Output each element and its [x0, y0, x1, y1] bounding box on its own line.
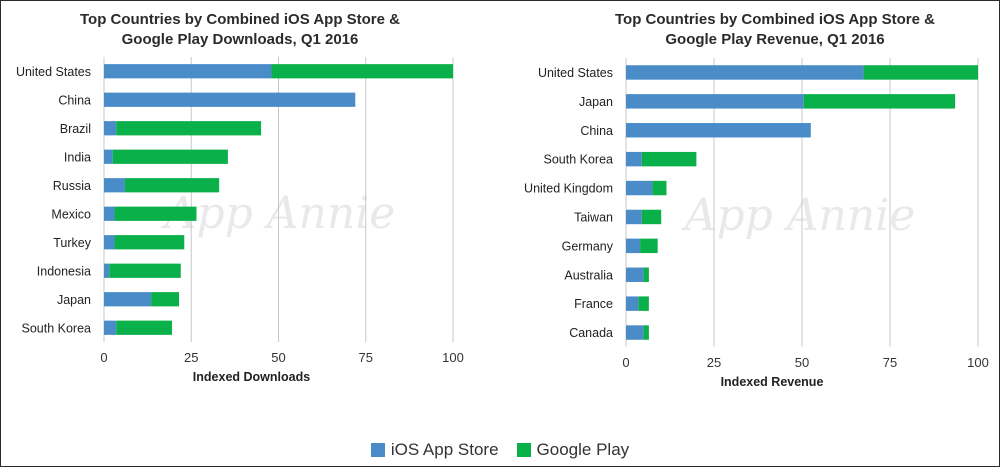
downloads-category-label: Turkey	[53, 236, 91, 250]
downloads-bar-google-play	[271, 64, 453, 79]
revenue-bar-ios	[626, 267, 644, 282]
revenue-bar-google-play	[863, 65, 978, 80]
revenue-x-tick-label: 75	[883, 355, 897, 370]
downloads-bar-google-play	[114, 206, 197, 221]
revenue-category-label: United States	[538, 66, 613, 80]
revenue-category-label: United Kingdom	[524, 182, 613, 196]
revenue-x-tick-label: 25	[707, 355, 721, 370]
downloads-bar-google-play	[116, 121, 262, 136]
downloads-chart-title: Top Countries by Combined iOS App Store …	[30, 10, 450, 50]
downloads-bar-google-play	[116, 320, 173, 335]
downloads-bar-ios	[104, 178, 125, 193]
revenue-bar-ios	[626, 94, 804, 109]
revenue-x-tick-label: 100	[967, 355, 989, 370]
downloads-bar-ios	[104, 206, 115, 221]
revenue-bar-ios	[626, 65, 864, 80]
revenue-x-axis-title: Indexed Revenue	[721, 375, 824, 389]
revenue-category-label: China	[580, 124, 613, 138]
downloads-bar-ios	[104, 64, 272, 79]
legend-item-ios: iOS App Store	[370, 440, 499, 460]
legend-label-google-play: Google Play	[536, 440, 630, 459]
revenue-category-label: France	[574, 297, 613, 311]
charts-canvas: App Annie 0 25 50 75 100 Indexed Downloads Unit…	[16, 57, 989, 389]
downloads-title-line-1: Top Countries by Combined iOS App Store …	[79, 11, 400, 28]
downloads-category-label: India	[64, 150, 91, 164]
revenue-bar-ios	[626, 209, 642, 225]
downloads-bar-google-play	[112, 149, 228, 164]
downloads-category-label: Indonesia	[37, 264, 91, 278]
revenue-bar-ios	[626, 180, 653, 196]
revenue-bar-ios	[626, 123, 811, 138]
downloads-x-tick-label: 50	[271, 350, 285, 365]
revenue-category-label: Germany	[562, 239, 614, 253]
downloads-category-label: Brazil	[60, 122, 91, 136]
downloads-bar-ios	[104, 263, 110, 278]
downloads-bar-ios	[104, 121, 117, 136]
revenue-bar-ios	[626, 296, 639, 311]
downloads-category-label: South Korea	[22, 321, 92, 335]
downloads-bar-ios	[104, 292, 152, 307]
downloads-x-tick-label: 0	[100, 350, 107, 365]
revenue-bar-google-play	[641, 151, 697, 167]
revenue-bar-ios	[626, 151, 642, 167]
revenue-title-line-1: Top Countries by Combined iOS App Store …	[614, 11, 935, 28]
downloads-category-label: Japan	[57, 293, 91, 307]
downloads-title-line-2: Google Play Downloads, Q1 2016	[121, 31, 359, 48]
revenue-category-label: Australia	[564, 268, 613, 282]
downloads-x-tick-label: 100	[442, 350, 464, 365]
revenue-bar-google-play	[803, 94, 956, 109]
revenue-bar-google-play	[652, 180, 667, 196]
downloads-bar-google-play	[124, 178, 220, 193]
revenue-bar-ios	[626, 325, 644, 340]
revenue-title-line-2: Google Play Revenue, Q1 2016	[665, 31, 885, 48]
revenue-bar-google-play	[640, 238, 658, 254]
revenue-category-label: South Korea	[544, 153, 614, 167]
revenue-bar-google-play	[643, 267, 649, 282]
revenue-bar-google-play	[638, 296, 649, 311]
revenue-chart-title: Top Countries by Combined iOS App Store …	[545, 10, 1000, 50]
downloads-category-label: Mexico	[51, 207, 91, 221]
revenue-x-tick-label: 50	[795, 355, 809, 370]
downloads-x-axis-title: Indexed Downloads	[193, 370, 310, 384]
downloads-category-label: United States	[16, 65, 91, 79]
downloads-category-label: Russia	[53, 179, 91, 193]
revenue-category-label: Japan	[579, 95, 613, 109]
revenue-x-tick-label: 0	[622, 355, 629, 370]
downloads-bar-ios	[104, 149, 113, 164]
revenue-bar-ios	[626, 238, 641, 254]
legend-swatch-ios	[370, 443, 385, 457]
legend-item-google-play: Google Play	[516, 440, 630, 460]
downloads-category-label: China	[58, 93, 91, 107]
revenue-bar-google-play	[643, 325, 649, 340]
revenue-category-label: Taiwan	[574, 210, 613, 224]
downloads-bar-google-play	[151, 292, 180, 307]
revenue-category-label: Canada	[569, 326, 613, 340]
downloads-x-tick-label: 25	[184, 350, 198, 365]
downloads-x-tick-label: 75	[359, 350, 373, 365]
legend-swatch-google-play	[516, 443, 531, 457]
legend-label-ios: iOS App Store	[390, 440, 499, 459]
downloads-bar-google-play	[109, 263, 181, 278]
downloads-bar-ios	[104, 320, 117, 335]
legend: iOS App Store Google Play	[0, 440, 1000, 460]
downloads-bar-ios	[104, 235, 115, 250]
revenue-bar-google-play	[641, 209, 662, 225]
downloads-bar-google-play	[114, 235, 185, 250]
downloads-bar-ios	[104, 92, 356, 107]
revenue-watermark: App Annie	[681, 190, 916, 241]
